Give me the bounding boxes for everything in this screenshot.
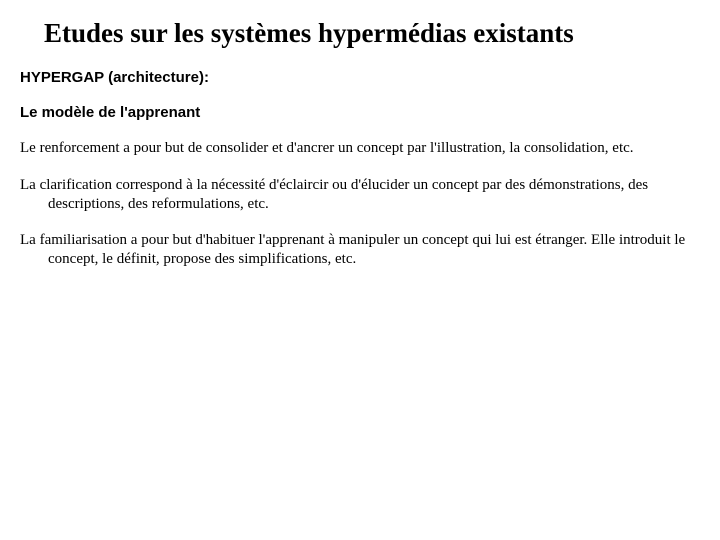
paragraph-1: Le renforcement a pour but de consolider…: [48, 139, 700, 158]
page-title: Etudes sur les systèmes hypermédias exis…: [44, 18, 700, 49]
subtitle: HYPERGAP (architecture):: [20, 69, 700, 86]
section-heading: Le modèle de l'apprenant: [20, 104, 700, 121]
paragraph-3: La familiarisation a pour but d'habituer…: [48, 231, 700, 269]
paragraph-2: La clarification correspond à la nécessi…: [48, 176, 700, 214]
